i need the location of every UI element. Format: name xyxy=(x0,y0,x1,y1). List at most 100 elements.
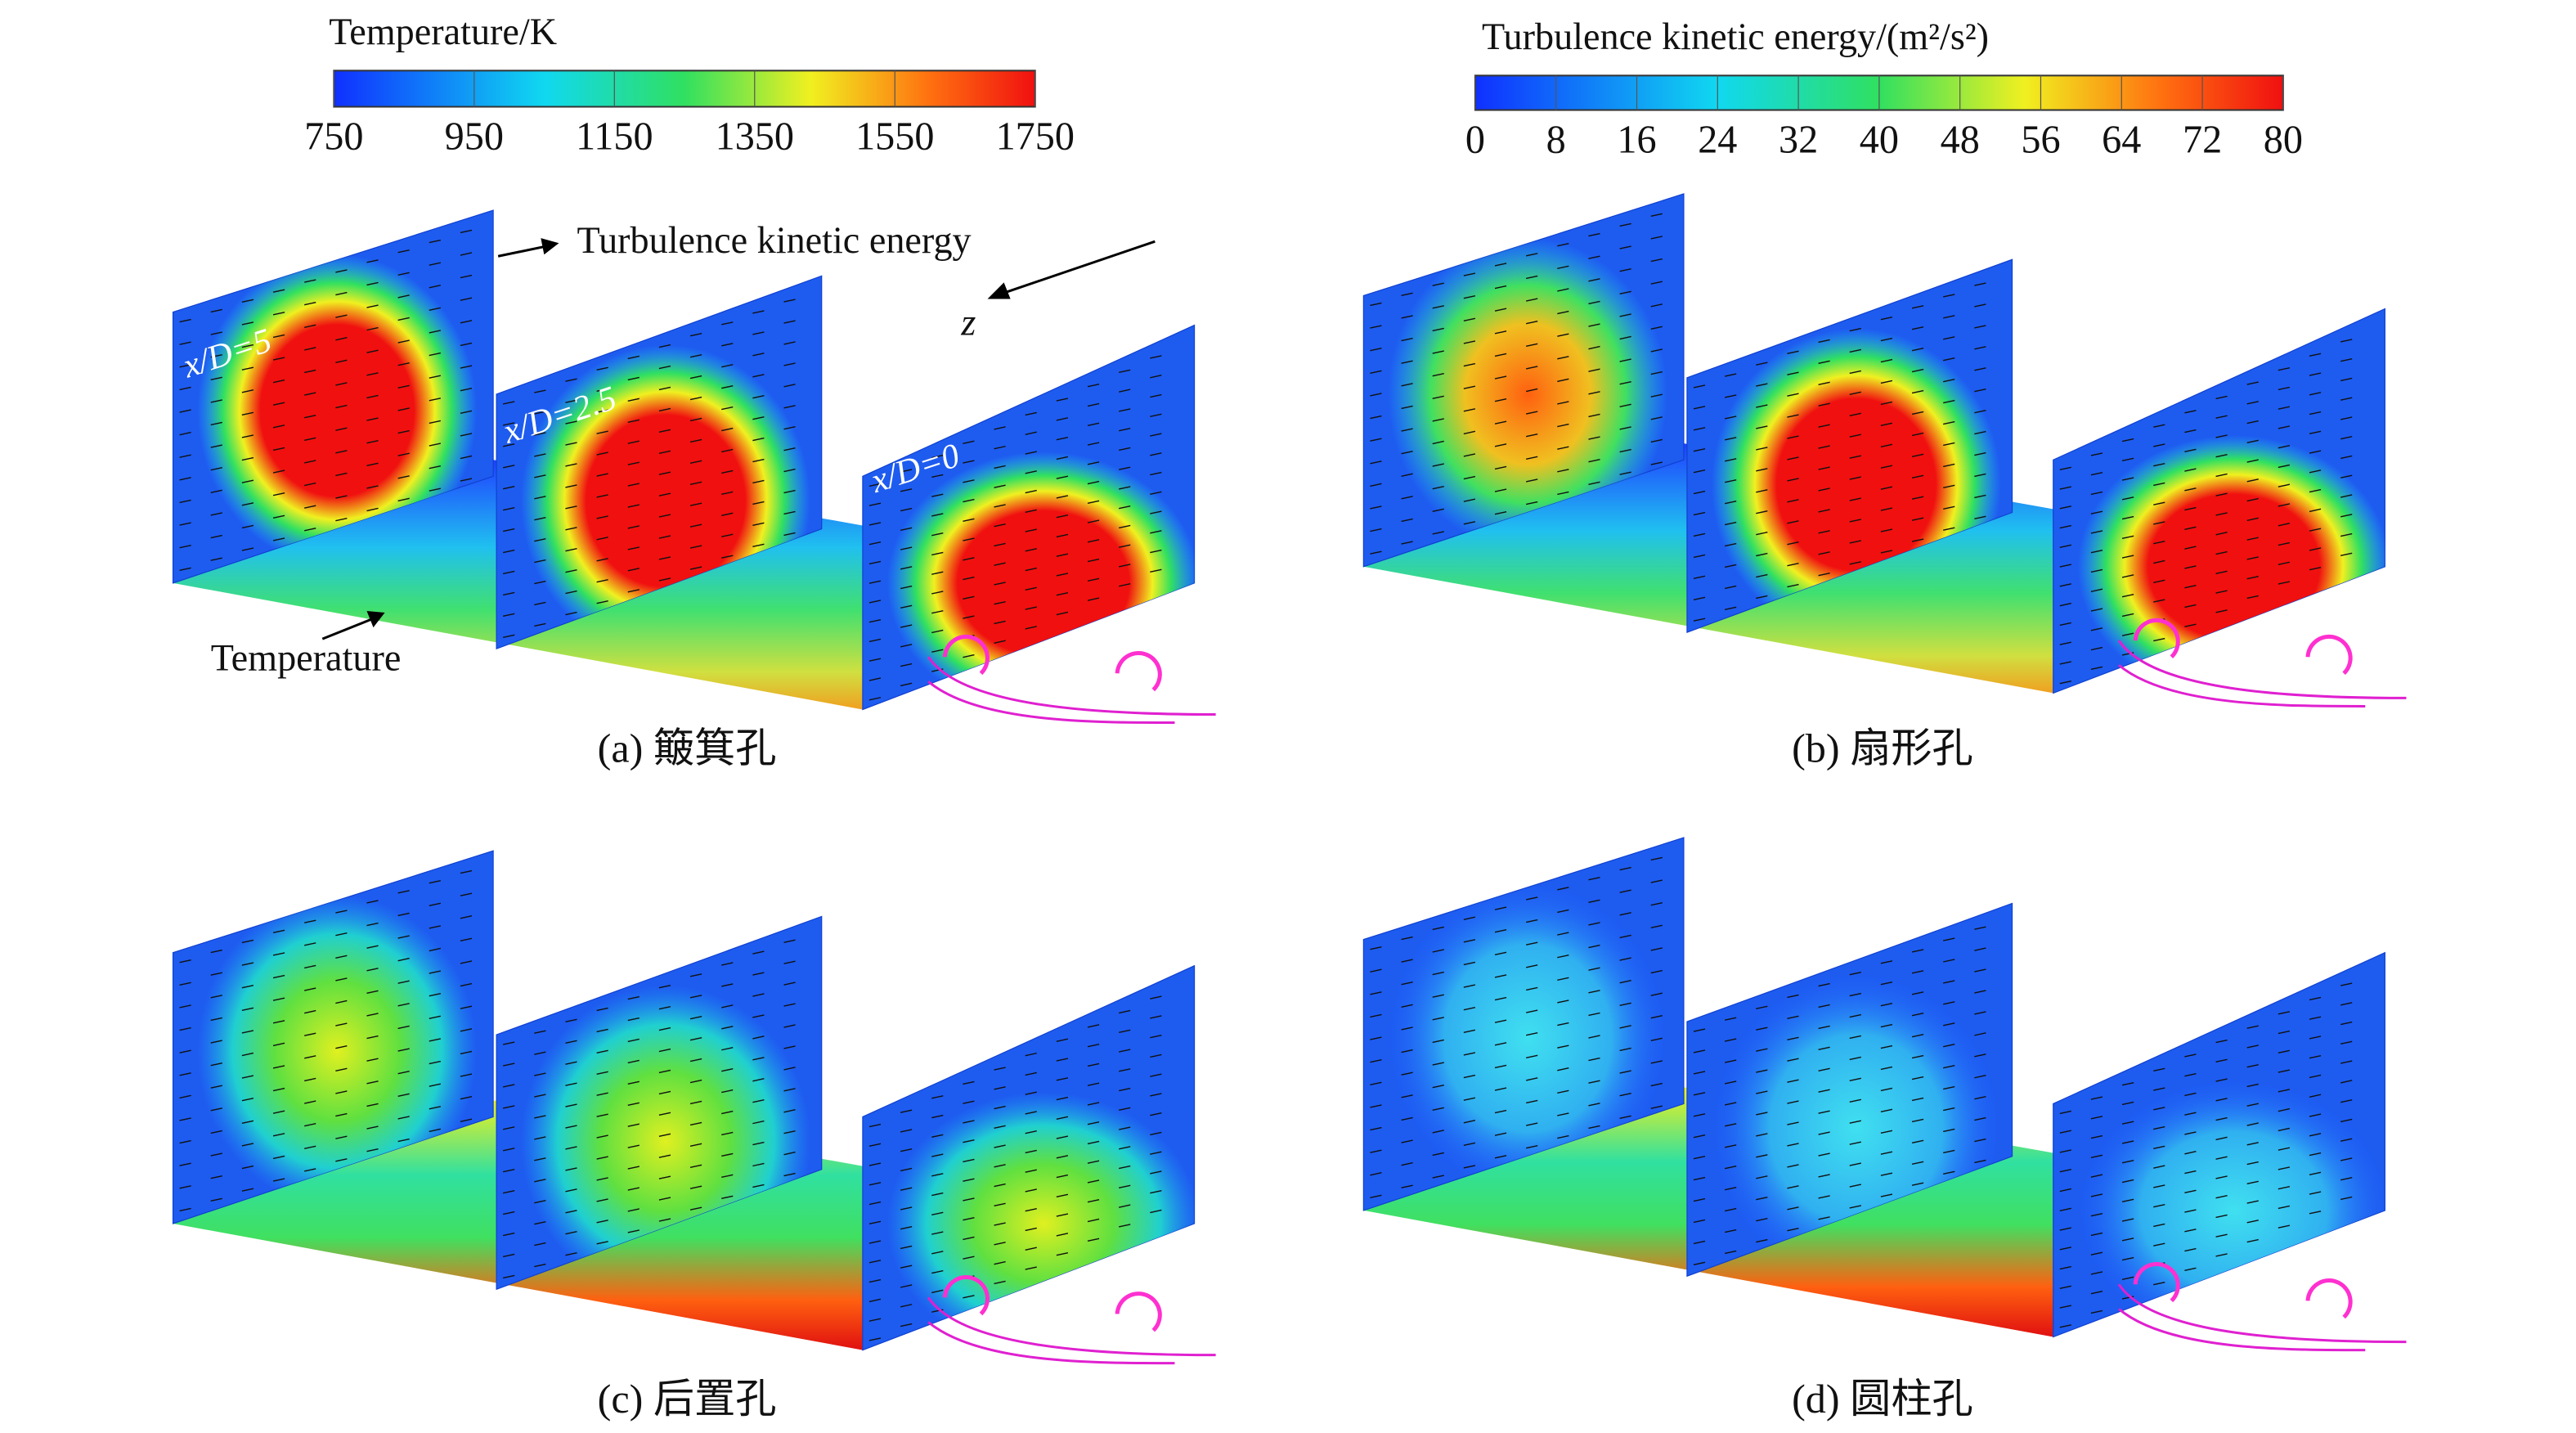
vector xyxy=(534,1263,546,1268)
vector xyxy=(1818,339,1830,344)
vector xyxy=(534,559,546,564)
vector xyxy=(460,320,473,324)
vector xyxy=(1588,458,1600,463)
vector xyxy=(179,1139,191,1144)
vector xyxy=(1943,527,1955,531)
vector xyxy=(1724,606,1737,611)
vector xyxy=(2121,555,2134,559)
vector xyxy=(1432,327,1444,332)
vector xyxy=(2090,1096,2103,1100)
vector xyxy=(460,869,473,874)
vector xyxy=(2090,1290,2103,1295)
vector xyxy=(2278,366,2291,371)
vector xyxy=(721,1026,734,1030)
arrowhead xyxy=(541,238,559,255)
vector xyxy=(429,1060,441,1065)
vector xyxy=(1087,539,1100,543)
vector xyxy=(2340,397,2353,401)
vector xyxy=(179,1094,191,1099)
vector xyxy=(2059,622,2071,627)
vector xyxy=(963,654,975,658)
vector xyxy=(1619,979,1631,984)
vector xyxy=(2309,1152,2322,1157)
vector xyxy=(241,939,254,944)
vector xyxy=(2153,1125,2165,1130)
vector xyxy=(1724,542,1737,547)
vector xyxy=(2340,1002,2353,1006)
vector xyxy=(1588,1125,1600,1130)
vector xyxy=(2059,602,2071,607)
vector xyxy=(2121,457,2134,461)
vector xyxy=(460,387,473,392)
vector xyxy=(689,1016,702,1020)
hole-outline xyxy=(927,656,1216,716)
vector xyxy=(2153,1282,2165,1286)
vector xyxy=(689,995,702,999)
vector xyxy=(1526,456,1538,460)
vector xyxy=(596,430,608,434)
vector xyxy=(1911,517,1924,521)
vector xyxy=(534,601,546,606)
vector xyxy=(1025,1149,1037,1154)
vector xyxy=(1974,325,1986,329)
vector xyxy=(1119,1126,1131,1130)
vector xyxy=(1557,401,1569,405)
vector xyxy=(1974,1075,1986,1079)
vector xyxy=(1370,438,1382,442)
vector xyxy=(397,1070,410,1075)
vector xyxy=(2309,508,2322,513)
vector xyxy=(658,1133,671,1137)
vector xyxy=(1557,446,1569,450)
vector xyxy=(1557,1134,1569,1139)
vector xyxy=(179,1117,191,1121)
vector xyxy=(900,488,913,492)
swirl xyxy=(942,1275,990,1316)
vector xyxy=(1880,960,1893,964)
vector xyxy=(241,1007,254,1011)
vector xyxy=(931,454,944,459)
vector xyxy=(1818,1152,1830,1157)
vector xyxy=(1943,1170,1955,1175)
vector xyxy=(429,330,441,334)
vector xyxy=(1494,353,1507,357)
vector xyxy=(503,422,515,426)
vector xyxy=(1619,448,1631,453)
vector xyxy=(272,537,285,541)
vector xyxy=(2278,445,2291,449)
vector xyxy=(1724,1123,1737,1127)
vector xyxy=(2090,1232,2103,1237)
vector xyxy=(397,294,410,299)
vector xyxy=(2090,1271,2103,1275)
arrow xyxy=(497,245,546,258)
vector xyxy=(1401,1116,1413,1121)
vector xyxy=(397,362,410,366)
vector xyxy=(1150,355,1162,359)
vector xyxy=(1911,1139,1924,1144)
vector xyxy=(721,469,734,474)
vector xyxy=(900,1167,913,1172)
vector xyxy=(210,972,222,976)
vector xyxy=(1911,496,1924,500)
vector xyxy=(963,440,975,444)
vector xyxy=(627,1080,640,1085)
vector xyxy=(429,1106,441,1110)
vector xyxy=(565,1018,577,1023)
vector xyxy=(1401,360,1413,364)
vector xyxy=(1880,1066,1893,1071)
vector xyxy=(658,1048,671,1053)
vector xyxy=(1463,916,1476,920)
vector xyxy=(2121,613,2134,618)
vector xyxy=(1494,906,1507,910)
vector xyxy=(1526,1054,1538,1058)
vector xyxy=(241,1052,254,1057)
vector xyxy=(1025,1091,1037,1095)
vector xyxy=(2246,1220,2259,1224)
vector xyxy=(783,384,796,388)
vector xyxy=(2246,1044,2259,1049)
vector xyxy=(931,1192,944,1197)
vector xyxy=(1724,1207,1737,1212)
swirl xyxy=(2133,1261,2180,1303)
vector xyxy=(1526,298,1538,302)
vector xyxy=(721,555,734,559)
vector xyxy=(658,1005,671,1010)
